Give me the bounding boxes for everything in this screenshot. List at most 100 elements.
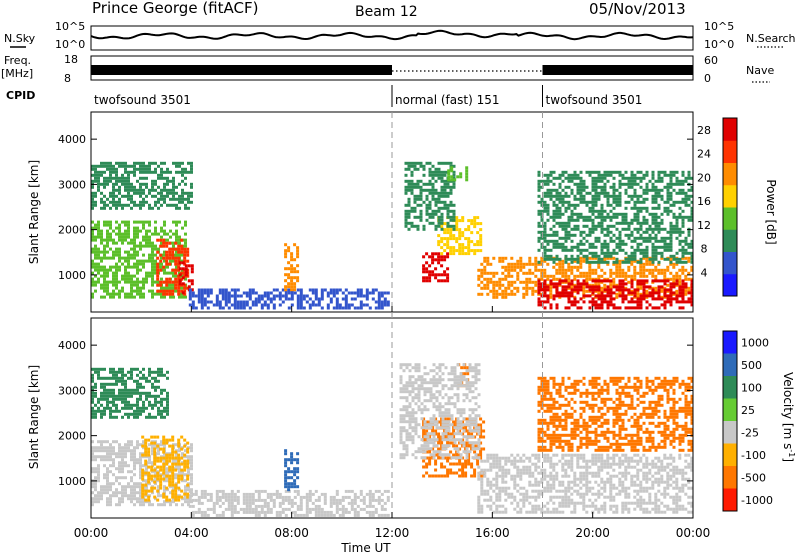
heatmap-cell [171,250,175,254]
heatmap-cell [476,240,480,244]
heatmap-cell [624,271,628,275]
heatmap-cell [177,453,181,457]
heatmap-cell [177,268,181,272]
heatmap-cell [498,283,502,287]
heatmap-cell [302,513,306,517]
heatmap-cell [145,235,148,239]
heatmap-cell [181,167,184,171]
heatmap-cell [428,188,432,192]
heatmap-cell [437,243,441,247]
heatmap-cell [91,503,94,507]
heatmap-cell [290,470,294,474]
heatmap-cell [630,179,634,183]
heatmap-cell [100,238,103,242]
heatmap-cell [600,279,604,283]
heatmap-cell [630,173,634,177]
heatmap-cell [440,176,444,180]
heatmap-cell [431,429,435,433]
heatmap-cell [154,220,157,224]
heatmap-cell [573,277,577,281]
heatmap-cell [675,221,679,225]
heatmap-cell [171,474,175,478]
heatmap-cell [594,300,598,304]
heatmap-cell [365,492,369,496]
heatmap-cell [579,282,583,286]
heatmap-cell [431,270,435,274]
heatmap-cell [690,245,694,249]
heatmap-cell [660,289,664,293]
freq-bar-segment [91,65,392,75]
heatmap-cell [425,252,429,256]
heatmap-cell [675,200,679,204]
heatmap-cell [171,444,175,448]
heatmap-cell [570,191,574,195]
heatmap-cell [136,262,139,266]
heatmap-cell [425,203,429,207]
heatmap-cell [94,226,97,230]
heatmap-cell [597,173,601,177]
heatmap-cell [507,268,511,272]
heatmap-cell [124,391,127,395]
heatmap-cell [332,306,336,310]
heatmap-cell [669,230,673,234]
heatmap-cell [151,188,154,192]
heatmap-cell [296,294,300,298]
heatmap-cell [639,179,643,183]
heatmap-cell [684,292,688,296]
heatmap-cell [449,468,453,472]
heatmap-cell [141,435,145,439]
heatmap-cell [121,449,124,453]
heatmap-cell [171,253,175,257]
heatmap-cell [582,224,586,228]
heatmap-cell [606,227,610,231]
heatmap-cell [323,288,327,292]
heatmap-cell [168,247,172,251]
heatmap-cell [645,230,649,234]
heatmap-cell [588,265,592,269]
heatmap-cell [543,300,547,304]
heatmap-cell [323,501,327,505]
heatmap-cell [133,167,136,171]
heatmap-cell [567,230,571,234]
heatmap-cell [633,254,637,258]
heatmap-cell [142,400,145,404]
heatmap-cell [287,306,291,310]
heatmap-cell [419,188,423,192]
heatmap-cell [188,495,192,499]
heatmap-cell [582,200,586,204]
heatmap-cell [570,291,574,295]
heatmap-cell [168,480,172,484]
heatmap-cell [606,173,610,177]
heatmap-cell [639,300,643,304]
heatmap-cell [103,382,106,386]
heatmap-cell [130,452,133,456]
heatmap-cell [272,306,276,310]
heatmap-cell [507,286,511,290]
heatmap-cell [94,289,97,293]
heatmap-cell [555,277,559,281]
heatmap-cell [561,262,565,266]
heatmap-cell [681,197,685,201]
heatmap-cell [576,227,580,231]
heatmap-cell [121,289,124,293]
heatmap-cell [130,440,133,444]
heatmap-cell [326,510,330,514]
heatmap-cell [537,279,541,283]
heatmap-cell [654,279,658,283]
heatmap-cell [103,220,106,224]
heatmap-cell [443,228,447,232]
heatmap-cell [645,279,649,283]
heatmap-cell [621,288,625,292]
heatmap-cell [142,409,145,413]
heatmap-cell [681,251,685,255]
heatmap-cell [573,285,577,289]
heatmap-cell [570,203,574,207]
heatmap-cell [678,239,682,243]
heatmap-cell [399,390,403,394]
heatmap-cell [136,226,139,230]
heatmap-cell [576,185,580,189]
heatmap-cell [124,203,127,207]
heatmap-cell [537,291,541,295]
heatmap-cell [642,236,646,240]
heatmap-cell [678,280,682,284]
